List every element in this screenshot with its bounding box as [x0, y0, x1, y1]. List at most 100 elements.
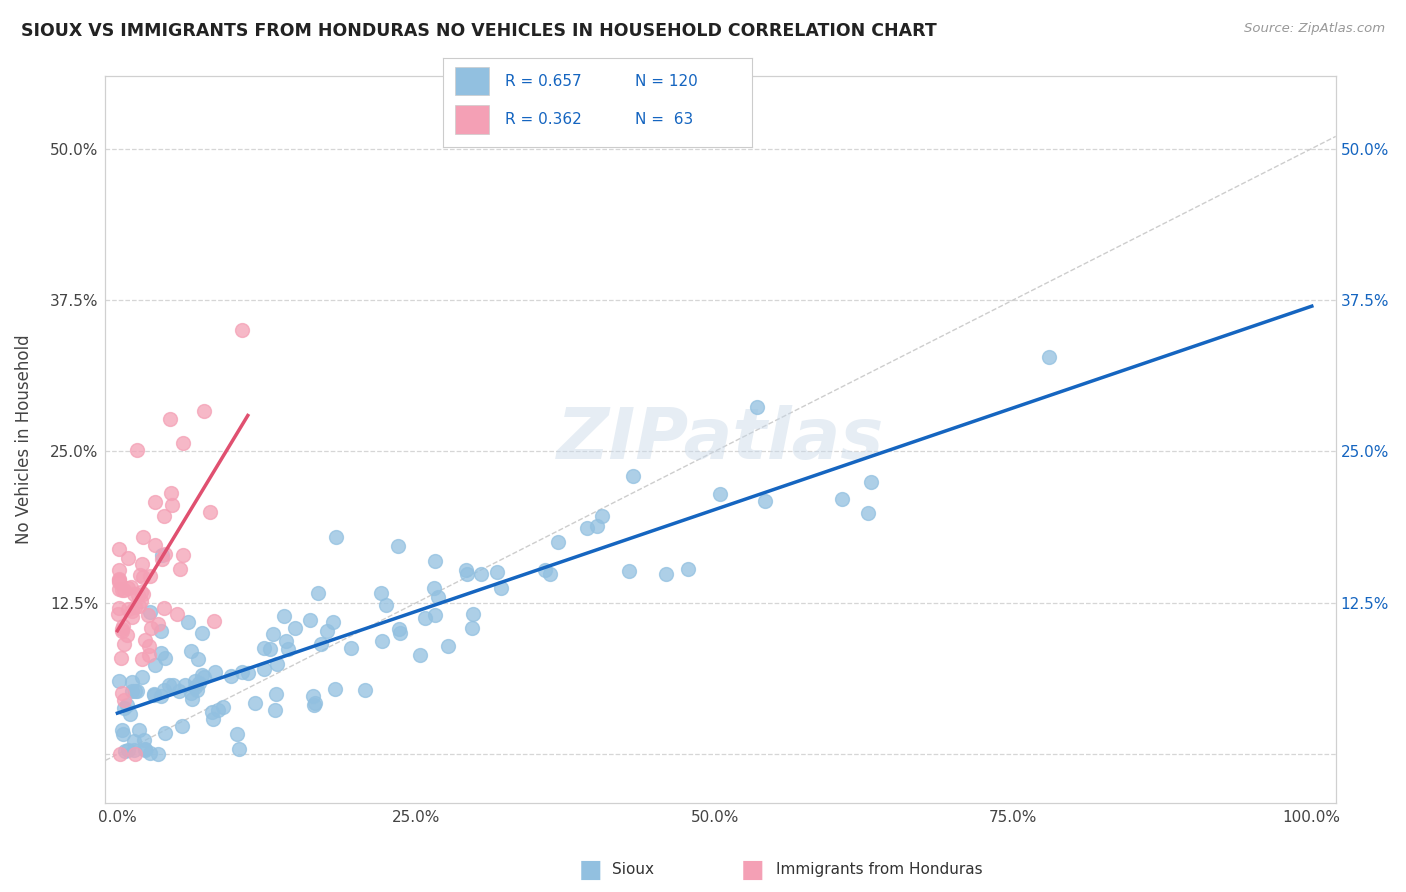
Point	[302, 690, 325, 704]
Text: Sioux: Sioux	[612, 863, 654, 877]
Bar	[456, 67, 489, 95]
Point	[180, 686, 202, 700]
Point	[375, 598, 398, 612]
Point	[143, 657, 166, 672]
Point	[228, 742, 250, 756]
Point	[117, 742, 139, 756]
Point	[134, 743, 156, 757]
Text: Immigrants from Honduras: Immigrants from Honduras	[776, 863, 983, 877]
Point	[676, 561, 699, 575]
Point	[586, 519, 609, 533]
Point	[243, 696, 266, 710]
Point	[534, 563, 557, 577]
Point	[107, 607, 129, 622]
Point	[1038, 351, 1060, 365]
Point	[413, 611, 436, 625]
Point	[219, 669, 242, 683]
Point	[146, 747, 169, 762]
Point	[302, 698, 325, 712]
Point	[454, 562, 477, 576]
Point	[226, 727, 249, 741]
Point	[172, 548, 194, 562]
Point	[202, 614, 225, 628]
Point	[547, 535, 569, 549]
Point	[159, 412, 181, 426]
Point	[128, 599, 150, 613]
Point	[134, 742, 156, 756]
Point	[299, 613, 322, 627]
Point	[153, 547, 176, 561]
Point	[409, 648, 432, 662]
Point	[138, 648, 160, 662]
Bar	[456, 105, 489, 134]
Point	[131, 557, 153, 571]
Point	[143, 538, 166, 552]
Point	[283, 621, 305, 635]
Y-axis label: No Vehicles in Household: No Vehicles in Household	[15, 334, 34, 544]
Point	[127, 589, 149, 603]
Point	[180, 644, 202, 658]
Point	[108, 541, 131, 556]
Point	[304, 696, 326, 710]
Point	[112, 636, 135, 650]
Text: ■: ■	[741, 858, 763, 881]
Point	[142, 689, 165, 703]
Text: Source: ZipAtlas.com: Source: ZipAtlas.com	[1244, 22, 1385, 36]
Point	[323, 681, 346, 696]
Point	[117, 628, 139, 642]
Point	[485, 566, 508, 580]
Point	[591, 509, 613, 524]
Point	[198, 505, 221, 519]
Point	[122, 743, 145, 757]
Point	[184, 673, 207, 688]
Point	[231, 665, 253, 679]
Point	[423, 581, 446, 595]
Point	[132, 530, 155, 544]
Point	[470, 566, 492, 581]
Text: R = 0.362: R = 0.362	[505, 112, 582, 127]
Point	[110, 650, 132, 665]
Point	[160, 498, 183, 512]
Point	[575, 521, 598, 535]
Point	[262, 627, 284, 641]
Point	[152, 601, 174, 615]
Point	[157, 678, 180, 692]
Point	[112, 700, 135, 714]
Point	[191, 625, 214, 640]
Point	[370, 586, 392, 600]
Point	[111, 726, 134, 740]
Point	[212, 700, 235, 714]
Point	[858, 507, 880, 521]
Point	[149, 690, 172, 704]
Text: ZIPatlas: ZIPatlas	[557, 405, 884, 474]
Point	[131, 594, 153, 608]
Text: SIOUX VS IMMIGRANTS FROM HONDURAS NO VEHICLES IN HOUSEHOLD CORRELATION CHART: SIOUX VS IMMIGRANTS FROM HONDURAS NO VEH…	[21, 22, 936, 40]
Point	[745, 401, 768, 415]
Point	[437, 639, 460, 653]
Point	[121, 609, 143, 624]
Point	[201, 705, 224, 719]
Point	[108, 575, 131, 590]
Point	[149, 624, 172, 638]
Point	[831, 491, 853, 506]
Point	[207, 702, 229, 716]
Point	[108, 747, 131, 762]
Point	[322, 615, 344, 629]
Point	[174, 678, 197, 692]
Point	[253, 641, 276, 656]
Point	[162, 678, 184, 692]
Point	[423, 608, 446, 623]
Point	[264, 703, 287, 717]
Point	[253, 662, 276, 676]
Point	[266, 688, 288, 702]
Point	[127, 442, 149, 457]
Point	[491, 581, 513, 595]
Point	[308, 586, 330, 600]
Point	[354, 682, 377, 697]
Point	[138, 606, 160, 620]
Point	[461, 607, 484, 621]
Point	[134, 632, 156, 647]
Point	[131, 670, 153, 684]
Point	[150, 646, 173, 660]
Point	[112, 582, 135, 597]
